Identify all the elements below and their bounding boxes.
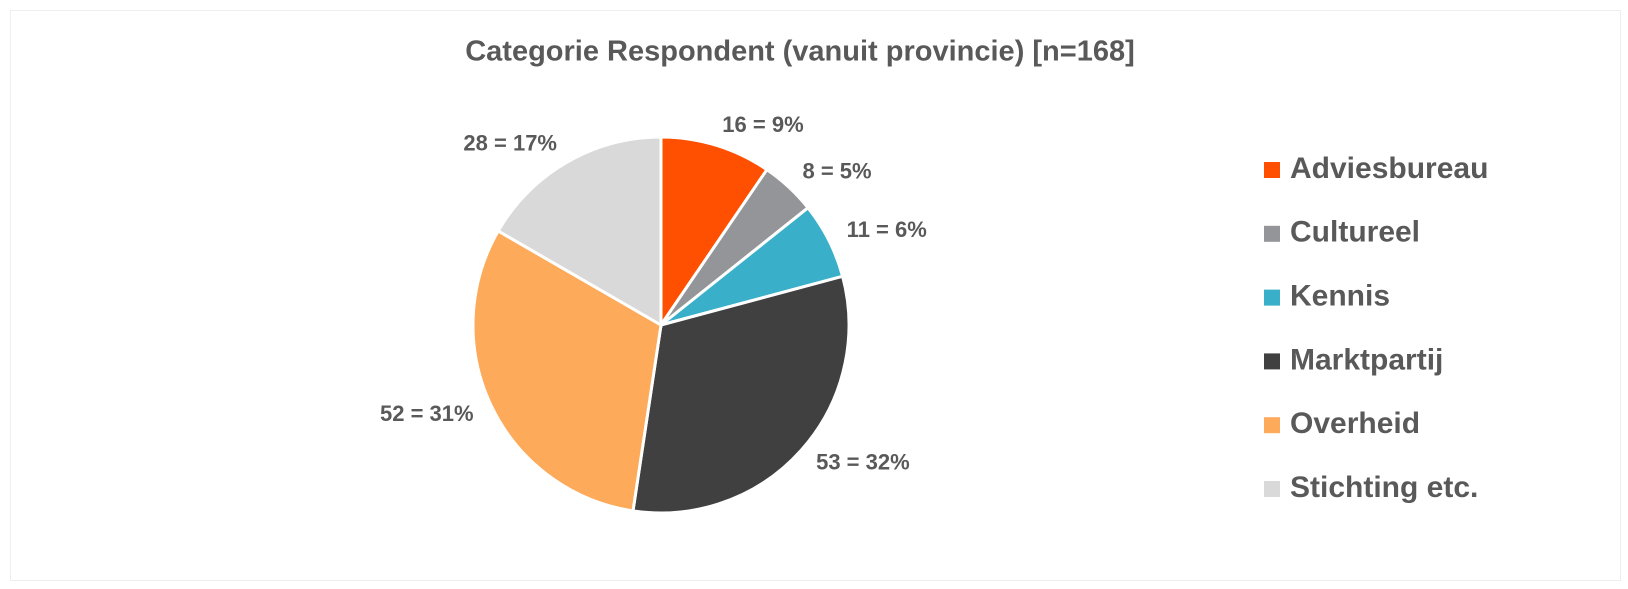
legend-label: Stichting etc. (1290, 471, 1478, 504)
pie-slice (496, 135, 663, 328)
legend-swatch (1264, 481, 1280, 497)
pie-slice (471, 228, 663, 513)
pie-slice (659, 135, 769, 330)
legend-label: Marktpartij (1290, 343, 1443, 376)
data-label: 16 = 9% (722, 112, 803, 137)
data-label: 53 = 32% (816, 449, 910, 474)
pie-slice (631, 274, 851, 515)
data-label: 8 = 5% (802, 158, 871, 183)
legend-label: Overheid (1290, 407, 1420, 440)
legend-swatch (1264, 225, 1280, 242)
chart-title: Categorie Respondent (vanuit provincie) … (465, 36, 1135, 68)
legend-swatch (1264, 289, 1280, 306)
legend-label: Cultureel (1290, 216, 1420, 249)
data-label: 11 = 6% (847, 217, 927, 242)
legend-swatch (1264, 353, 1280, 370)
legend-swatch (1264, 162, 1280, 178)
legend-label: Kennis (1290, 280, 1390, 313)
legend-label: Adviesbureau (1290, 152, 1488, 185)
legend-swatch (1264, 417, 1280, 434)
data-label: 28 = 17% (463, 131, 557, 156)
data-label: 52 = 31% (380, 401, 474, 426)
